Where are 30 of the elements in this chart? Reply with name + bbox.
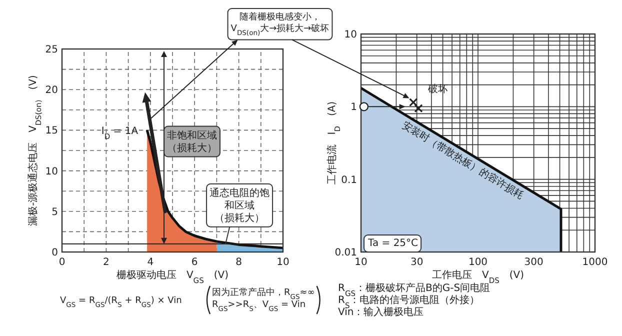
annotation: 安装时（带散热板）的容许损耗 — [400, 119, 526, 202]
annotation: 通态电阻的饱和区域（损耗大） — [210, 186, 270, 224]
x-tick-label: 4 — [147, 257, 154, 268]
x-tick-label: 1000 — [582, 257, 608, 268]
y-tick-label: 0 — [52, 248, 58, 258]
x-tick-label: 100 — [468, 257, 488, 268]
x-tick-label: 6 — [191, 257, 198, 268]
y-tick-label: 0.01 — [334, 248, 357, 258]
text: 栅极驱动电压 V$_{GS}$ (V) — [116, 270, 229, 284]
x-tick-label: 10 — [276, 257, 290, 268]
y-tick-label: 10 — [45, 166, 58, 178]
y-tick-label: 0.1 — [341, 174, 357, 186]
x-tick-label: 2 — [103, 257, 110, 268]
x-tick-label: 0 — [58, 257, 66, 268]
x-tick-label: 8 — [236, 257, 242, 268]
text: V$_{GS}$ = R$_{GS}$/(R$_{S}$ + R$_{GS}$) × Vin — [60, 296, 182, 309]
x-tick-label: 300 — [524, 257, 544, 268]
x-tick-label: 10 — [354, 257, 368, 268]
y-tick-label: 15 — [45, 126, 58, 137]
text: 因为正常产品中，R$_{GS}$≈∞ R$_{GS}$>>R$_{S}$、V$_{GS}$ = Vin — [212, 288, 315, 313]
y-tick-label: 25 — [45, 44, 58, 56]
x-tick-label: 30 — [410, 257, 424, 268]
y-tick-label: 20 — [45, 85, 58, 96]
y-tick-label: 5 — [52, 206, 58, 218]
annotation: I$_{D}$ = 1A — [101, 126, 138, 141]
text: 随着栅极电感变小， V$_{DS(on)}$大→损耗大→破坏 — [230, 12, 330, 37]
annotation: Ta = 25°C — [367, 238, 418, 249]
y-tick-label: 10 — [344, 30, 357, 40]
annotation: 非饱和区域（损耗大） — [167, 129, 217, 154]
y-tick-label: 1 — [350, 102, 357, 114]
